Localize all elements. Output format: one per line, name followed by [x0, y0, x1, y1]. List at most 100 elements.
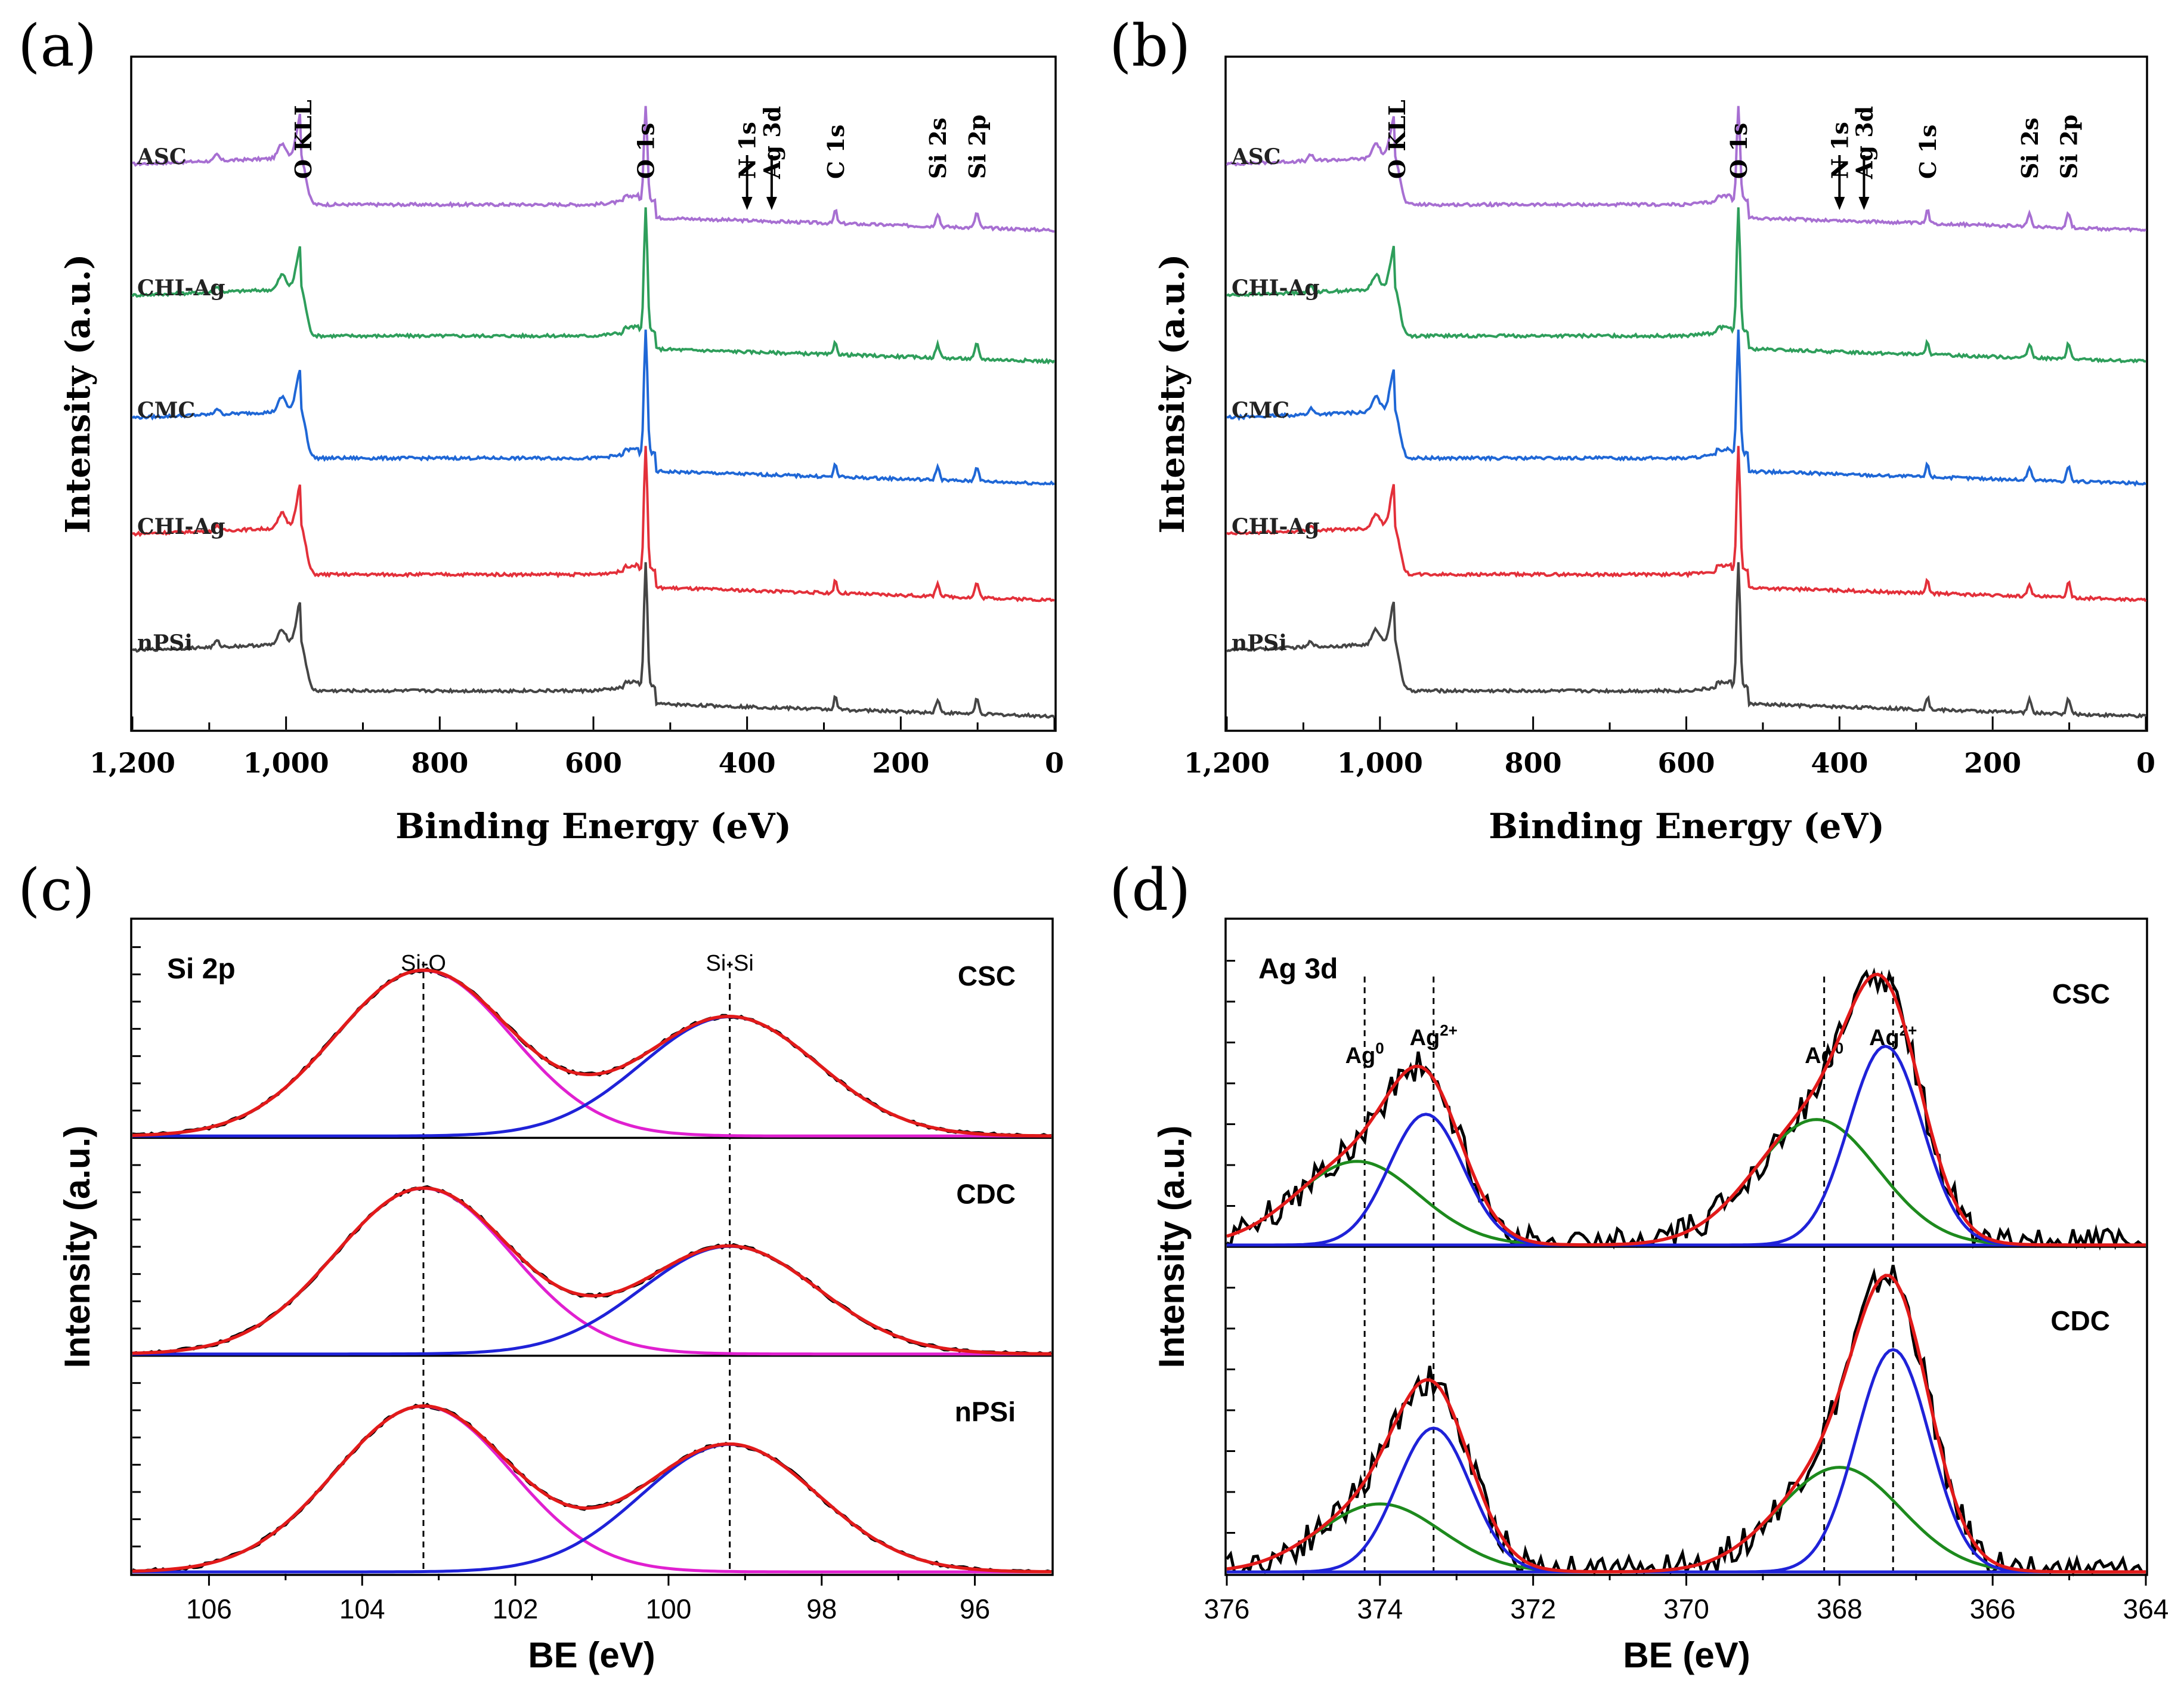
peak-label: Si 2s: [924, 118, 951, 179]
panel-a-series: ASC CHI-Ag CMC CHI-Ag nPSi: [131, 106, 1056, 719]
series-line: [131, 207, 1056, 365]
peak-label: Si 2p: [2055, 115, 2082, 179]
panel-c-title: Si 2p: [167, 953, 236, 985]
peak-label: Si-Si: [706, 951, 754, 976]
subpanel-sample-label: CDC: [956, 1178, 1016, 1209]
panel-c-x-axis-label: BE (eV): [528, 1635, 655, 1675]
fit-component-line: [1227, 1348, 2146, 1574]
peak-label: C 1s: [822, 125, 849, 179]
fit-component-line: [132, 969, 1051, 1138]
peak-arrowhead: [741, 197, 753, 210]
panel-b-series: ASC CHI-Ag CMC CHI-Ag nPSi: [1226, 106, 2147, 719]
x-tick-label: 800: [1505, 747, 1562, 779]
peak-label: Ag0: [1345, 1039, 1384, 1068]
series-line: [1226, 106, 2147, 233]
series-label: CHI-Ag: [1232, 514, 1320, 539]
series-label: CMC: [137, 398, 195, 423]
series-line: [1226, 562, 2146, 719]
x-tick-label: 400: [1811, 747, 1868, 779]
x-tick-label: 600: [1657, 747, 1715, 779]
subpanel-sample-label: CSC: [2052, 978, 2110, 1009]
series-label: nPSi: [1232, 631, 1287, 656]
fit-component-line: [132, 1244, 1051, 1356]
panel-d-y-axis-label: Intensity (a.u.): [1152, 1126, 1192, 1368]
panel-b-label: (b): [1109, 13, 1190, 79]
x-tick-label: 104: [339, 1593, 385, 1624]
x-tick-label: 1,200: [1184, 747, 1270, 779]
subpanel-sample-label: nPSi: [955, 1397, 1016, 1428]
x-tick-label: 368: [1817, 1593, 1863, 1624]
subpanel-sample-label: CDC: [2050, 1305, 2110, 1336]
panel-c-label: (c): [18, 857, 95, 923]
panel-a: (a) 1,200 1,000 800 600 400 200 0 ASC CHI-Ag CMC…: [18, 13, 1064, 847]
panel-b-plot-frame: [1224, 55, 2148, 732]
x-tick-label: 106: [186, 1593, 232, 1624]
fit-component-line: [132, 1187, 1051, 1356]
panel-a-x-axis-label: Binding Energy (eV): [395, 806, 791, 847]
panel-b: (b) 1,200 1,000 800 600 400 200 0 ASC CHI-Ag CMC…: [1109, 13, 2155, 847]
peak-label: O KLL: [1384, 100, 1410, 179]
fit-component-line: [132, 1404, 1051, 1574]
x-tick-label: 400: [719, 747, 776, 779]
x-tick-label: 366: [1970, 1593, 2016, 1624]
series-label: CHI-Ag: [137, 514, 225, 539]
panel-b-x-ticks: 1,200 1,000 800 600 400 200 0: [1184, 716, 2155, 779]
x-tick-label: 376: [1204, 1593, 1250, 1624]
series-label: ASC: [1231, 144, 1281, 169]
peak-label-sup: 2+: [1440, 1021, 1458, 1039]
peak-arrowhead: [1834, 197, 1845, 210]
series-line: [1226, 207, 2146, 364]
x-tick-label: 600: [565, 747, 622, 779]
x-tick-label: 1,200: [89, 747, 175, 779]
subpanel-sample-label: CSC: [958, 960, 1016, 991]
series-label: CHI-Ag: [1232, 276, 1320, 301]
envelope-fit-line: [1226, 972, 2146, 1247]
envelope-fit-line: [132, 968, 1052, 1138]
envelope-fit-line: [132, 1186, 1051, 1356]
panel-c-plot-frame: [130, 917, 1054, 1576]
x-tick-label: 100: [646, 1593, 692, 1624]
envelope-fit-line: [1226, 1274, 2146, 1574]
x-tick-label: 102: [493, 1593, 539, 1624]
x-tick-label: 98: [806, 1593, 837, 1624]
series-label: ASC: [137, 144, 187, 169]
peak-label: Si 2p: [964, 115, 991, 179]
x-tick-label: 200: [1964, 747, 2021, 779]
x-tick-label: 200: [872, 747, 929, 779]
series-line: [1226, 329, 2147, 487]
series-line: [132, 562, 1056, 719]
peak-label-sup: 0: [1375, 1039, 1384, 1057]
panel-a-plot-frame: [130, 55, 1057, 732]
x-tick-label: 1,000: [243, 747, 329, 779]
x-tick-label: 364: [2123, 1593, 2169, 1624]
peak-label: O KLL: [290, 100, 317, 179]
peak-label: O 1s: [1725, 123, 1752, 179]
peak-label: O 1s: [633, 123, 660, 179]
series-line: [131, 329, 1055, 486]
x-tick-label: 1,000: [1337, 747, 1423, 779]
series-line: [132, 106, 1055, 233]
peak-label: Si 2s: [2016, 118, 2043, 179]
envelope-fit-line: [132, 1404, 1051, 1574]
panel-b-y-axis-label: Intensity (a.u.): [1153, 254, 1192, 534]
panel-d-label: (d): [1109, 857, 1190, 923]
panel-c-y-axis-label: Intensity (a.u.): [57, 1126, 97, 1368]
x-tick-label: 96: [960, 1593, 990, 1624]
panel-b-x-axis-label: Binding Energy (eV): [1489, 806, 1885, 847]
x-tick-label: 372: [1510, 1593, 1556, 1624]
peak-label: Ag2+: [1410, 1021, 1458, 1051]
x-tick-label: 374: [1357, 1593, 1403, 1624]
panel-a-label: (a): [18, 13, 97, 79]
series-label: CHI-Ag: [137, 276, 225, 301]
x-tick-label: 0: [1045, 747, 1064, 779]
peak-label: C 1s: [1914, 125, 1941, 179]
series-label: CMC: [1232, 398, 1289, 423]
x-tick-label: 370: [1663, 1593, 1709, 1624]
